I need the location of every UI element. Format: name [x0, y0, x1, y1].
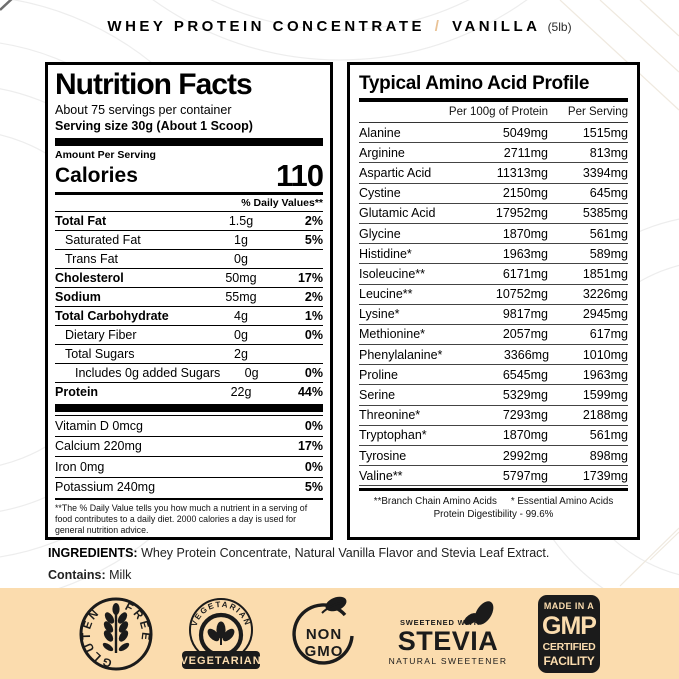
contains-text: Milk	[109, 568, 132, 582]
nutrient-row-total-carbohydrate: Total Carbohydrate 4g 1%	[55, 306, 323, 325]
ingredients-text: Whey Protein Concentrate, Natural Vanill…	[141, 546, 550, 560]
amino-row: Methionine* 2057mg 617mg	[359, 325, 628, 346]
amino-row: Cystine 2150mg 645mg	[359, 184, 628, 204]
svg-text:SWEETENED WITH: SWEETENED WITH	[400, 618, 480, 627]
micronutrient-row-vitamin-d: Vitamin D 0mcg 0%	[55, 415, 323, 436]
svg-text:STEVIA: STEVIA	[397, 626, 498, 656]
amino-row: Glycine 1870mg 561mg	[359, 224, 628, 245]
gluten-free-badge: GLUTEN FREE	[78, 596, 154, 672]
nutrient-row-saturated-fat: Saturated Fat 1g 5%	[55, 230, 323, 249]
nutrient-row-trans-fat: Trans Fat 0g	[55, 249, 323, 268]
amino-row: Threonine* 7293mg 2188mg	[359, 406, 628, 426]
nutrient-row-dietary-fiber: Dietary Fiber 0g 0%	[55, 325, 323, 344]
ingredients-line: INGREDIENTS: Whey Protein Concentrate, N…	[48, 546, 648, 561]
ingredients-label: INGREDIENTS:	[48, 546, 138, 560]
amino-row: Isoleucine** 6171mg 1851mg	[359, 264, 628, 285]
amino-row: Proline 6545mg 1963mg	[359, 365, 628, 386]
servings-per-container: About 75 servings per container	[55, 103, 232, 117]
certification-band: GLUTEN FREE	[0, 588, 679, 679]
amino-row: Aspartic Acid 11313mg 3394mg	[359, 163, 628, 184]
divider-thick	[55, 404, 323, 412]
svg-text:NATURAL SWEETENER: NATURAL SWEETENER	[388, 656, 507, 666]
nutrient-row-total-sugars: Total Sugars 2g	[55, 344, 323, 363]
amino-row: Valine** 5797mg 1739mg	[359, 466, 628, 487]
micronutrient-row-calcium: Calcium 220mg 17%	[55, 435, 323, 457]
svg-text:FACILITY: FACILITY	[543, 654, 594, 668]
flavor-name: VANILLA	[452, 18, 540, 35]
wheat-icon	[102, 602, 130, 653]
amino-footnotes: **Branch Chain Amino Acids * Essential Am…	[359, 495, 628, 521]
contains-line: Contains: Milk	[48, 568, 131, 582]
vegetarian-badge: VEGETARIAN VEGETARIAN	[177, 595, 265, 673]
micronutrient-row-iron: Iron 0mg 0%	[55, 456, 323, 477]
nutrient-row-protein: Protein 22g 44%	[55, 382, 323, 401]
nutrition-facts-title: Nutrition Facts	[55, 68, 253, 101]
svg-text:CERTIFIED: CERTIFIED	[542, 641, 595, 653]
svg-text:MADE IN A: MADE IN A	[544, 601, 594, 611]
gmp-badge: MADE IN A GMP CERTIFIED FACILITY	[537, 594, 601, 674]
product-name: WHEY PROTEIN CONCENTRATE	[107, 18, 426, 35]
amino-row: Glutamic Acid 17952mg 5385mg	[359, 204, 628, 224]
stevia-badge: SWEETENED WITH STEVIA NATURAL SWEETENER	[386, 598, 514, 670]
nutrition-facts-panel: Nutrition Facts About 75 servings per co…	[45, 62, 333, 540]
amino-row: Histidine* 1963mg 589mg	[359, 244, 628, 265]
nutrient-row-added-sugars: Includes 0g added Sugars 0g 0%	[55, 363, 323, 382]
divider-thick	[359, 98, 628, 102]
daily-values-header: % Daily Values**	[241, 197, 323, 209]
svg-text:GMP: GMP	[542, 612, 596, 640]
vegetarian-icon: VEGETARIAN VEGETARIAN	[181, 597, 262, 669]
nutrient-row-sodium: Sodium 55mg 2%	[55, 287, 323, 306]
package-size: (5lb)	[547, 20, 572, 34]
amino-row: Tryptophan* 1870mg 561mg	[359, 426, 628, 446]
amino-acid-panel: Typical Amino Acid Profile Per 100g of P…	[347, 62, 640, 540]
svg-text:VEGETARIAN: VEGETARIAN	[181, 655, 262, 667]
amino-row: Tyrosine 2992mg 898mg	[359, 446, 628, 467]
non-gmo-icon: NON GMO	[292, 596, 355, 665]
svg-text:NON: NON	[306, 626, 342, 643]
stevia-icon: SWEETENED WITH STEVIA NATURAL SWEETENER	[388, 600, 507, 666]
leaf-icon	[321, 596, 347, 614]
amino-row: Phenylalanine* 3366mg 1010mg	[359, 345, 628, 366]
nutrient-row-cholesterol: Cholesterol 50mg 17%	[55, 268, 323, 287]
calories-value: 110	[275, 158, 324, 193]
svg-text:GMO: GMO	[305, 643, 344, 660]
divider-medium	[359, 488, 628, 492]
digestibility-note: Protein Digestibility - 99.6%	[433, 509, 554, 521]
amino-row: Arginine 2711mg 813mg	[359, 143, 628, 164]
amino-panel-title: Typical Amino Acid Profile	[359, 73, 590, 94]
product-title: WHEY PROTEIN CONCENTRATE / VANILLA (5lb)	[0, 18, 679, 35]
gmp-icon: MADE IN A GMP CERTIFIED FACILITY	[537, 594, 600, 673]
amino-row: Serine 5329mg 1599mg	[359, 385, 628, 406]
non-gmo-badge: NON GMO	[288, 593, 362, 675]
divider-thick	[55, 138, 323, 146]
calories-label: Calories	[55, 164, 138, 187]
micronutrient-row-potassium: Potassium 240mg 5%	[55, 476, 323, 498]
amino-row: Lysine* 9817mg 2945mg	[359, 305, 628, 325]
eaa-footnote: * Essential Amino Acids	[510, 496, 614, 508]
calories-row: Calories 110	[55, 158, 324, 193]
nutrient-row-total-fat: Total Fat 1.5g 2%	[55, 211, 323, 230]
leaf-icon	[463, 600, 494, 625]
col-per-100g: Per 100g of Protein	[448, 106, 548, 118]
leaf-icon	[207, 621, 235, 645]
serving-size: Serving size 30g (About 1 Scoop)	[55, 119, 253, 133]
title-slash-divider: /	[434, 18, 443, 35]
contains-label: Contains:	[48, 568, 106, 582]
amino-row: Leucine** 10752mg 3226mg	[359, 285, 628, 305]
amino-table-header: Per 100g of Protein Per Serving	[359, 102, 628, 123]
gluten-free-icon: GLUTEN FREE	[79, 597, 153, 670]
amino-row: Alanine 5049mg 1515mg	[359, 123, 628, 144]
col-per-serving: Per Serving	[567, 106, 628, 118]
bcaa-footnote: **Branch Chain Amino Acids	[373, 496, 497, 508]
daily-value-footnote: **The % Daily Value tells you how much a…	[55, 498, 323, 536]
